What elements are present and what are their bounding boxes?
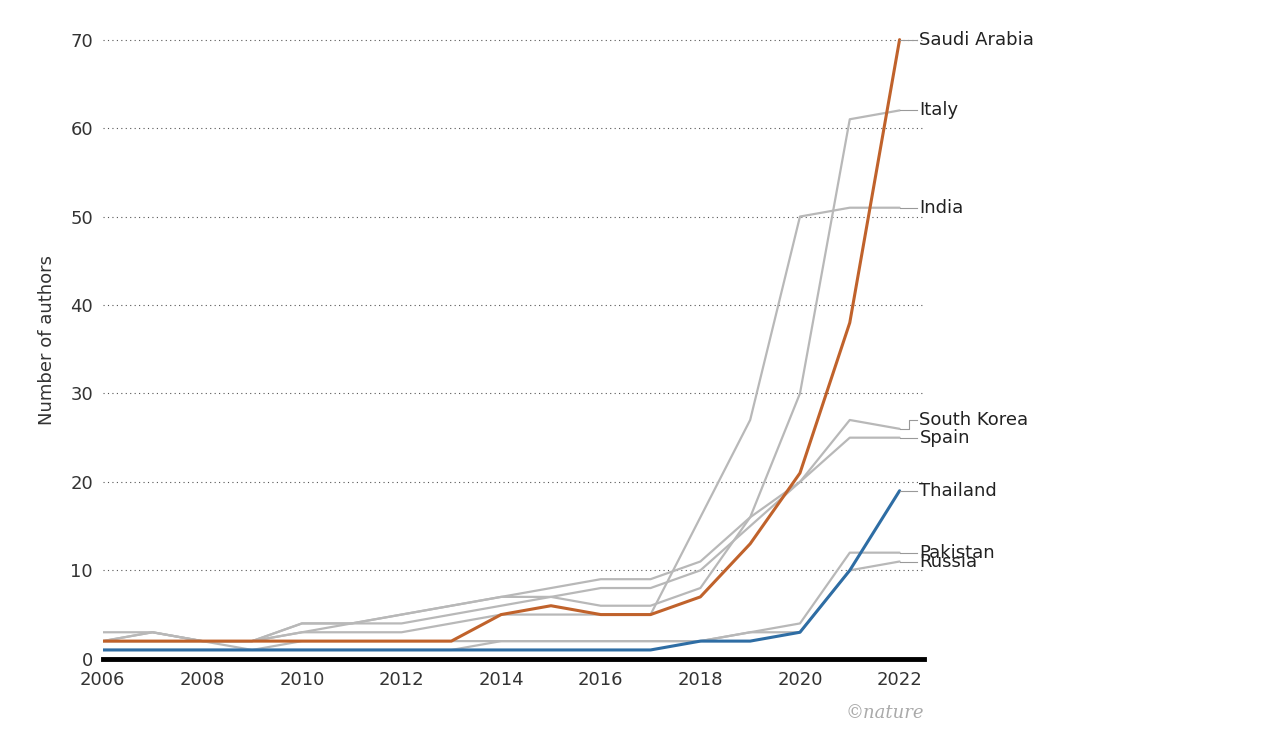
Y-axis label: Number of authors: Number of authors [39,255,56,425]
Text: India: India [919,198,964,217]
Text: Spain: Spain [919,429,969,447]
Text: Saudi Arabia: Saudi Arabia [919,31,1035,48]
Text: Russia: Russia [919,553,977,570]
Text: ©nature: ©nature [846,704,924,722]
Text: South Korea: South Korea [919,411,1028,429]
Text: Italy: Italy [919,102,959,119]
Text: Thailand: Thailand [919,482,998,500]
Text: Pakistan: Pakistan [919,544,995,561]
